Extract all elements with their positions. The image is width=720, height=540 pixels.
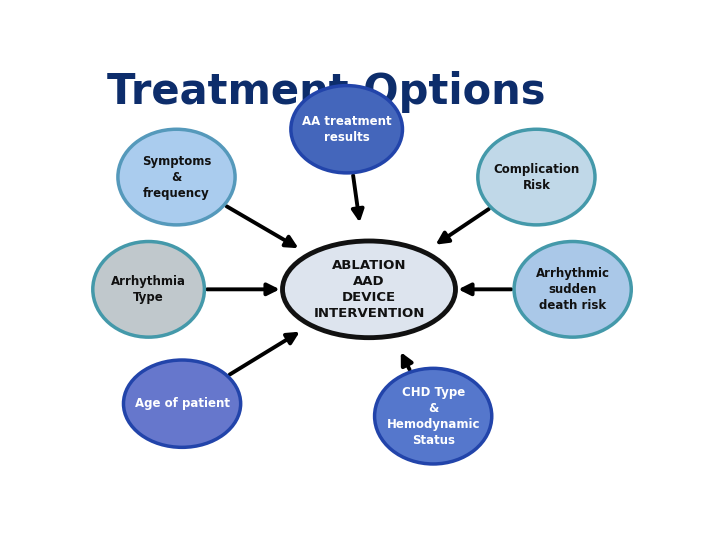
- Ellipse shape: [514, 241, 631, 337]
- Ellipse shape: [282, 241, 456, 338]
- Ellipse shape: [93, 241, 204, 337]
- Ellipse shape: [478, 129, 595, 225]
- Text: AA treatment
results: AA treatment results: [302, 114, 392, 144]
- Text: Age of patient: Age of patient: [135, 397, 230, 410]
- Ellipse shape: [374, 368, 492, 464]
- Ellipse shape: [124, 360, 240, 447]
- Text: ABLATION
AAD
DEVICE
INTERVENTION: ABLATION AAD DEVICE INTERVENTION: [313, 259, 425, 320]
- Text: Arrhythmia
Type: Arrhythmia Type: [111, 275, 186, 304]
- Text: Symptoms
&
frequency: Symptoms & frequency: [142, 154, 211, 200]
- Text: Arrhythmic
sudden
death risk: Arrhythmic sudden death risk: [536, 267, 610, 312]
- Text: CHD Type
&
Hemodynamic
Status: CHD Type & Hemodynamic Status: [387, 386, 480, 447]
- Text: Complication
Risk: Complication Risk: [493, 163, 580, 192]
- Ellipse shape: [118, 129, 235, 225]
- Ellipse shape: [291, 85, 402, 173]
- Text: Treatment Options: Treatment Options: [107, 71, 545, 113]
